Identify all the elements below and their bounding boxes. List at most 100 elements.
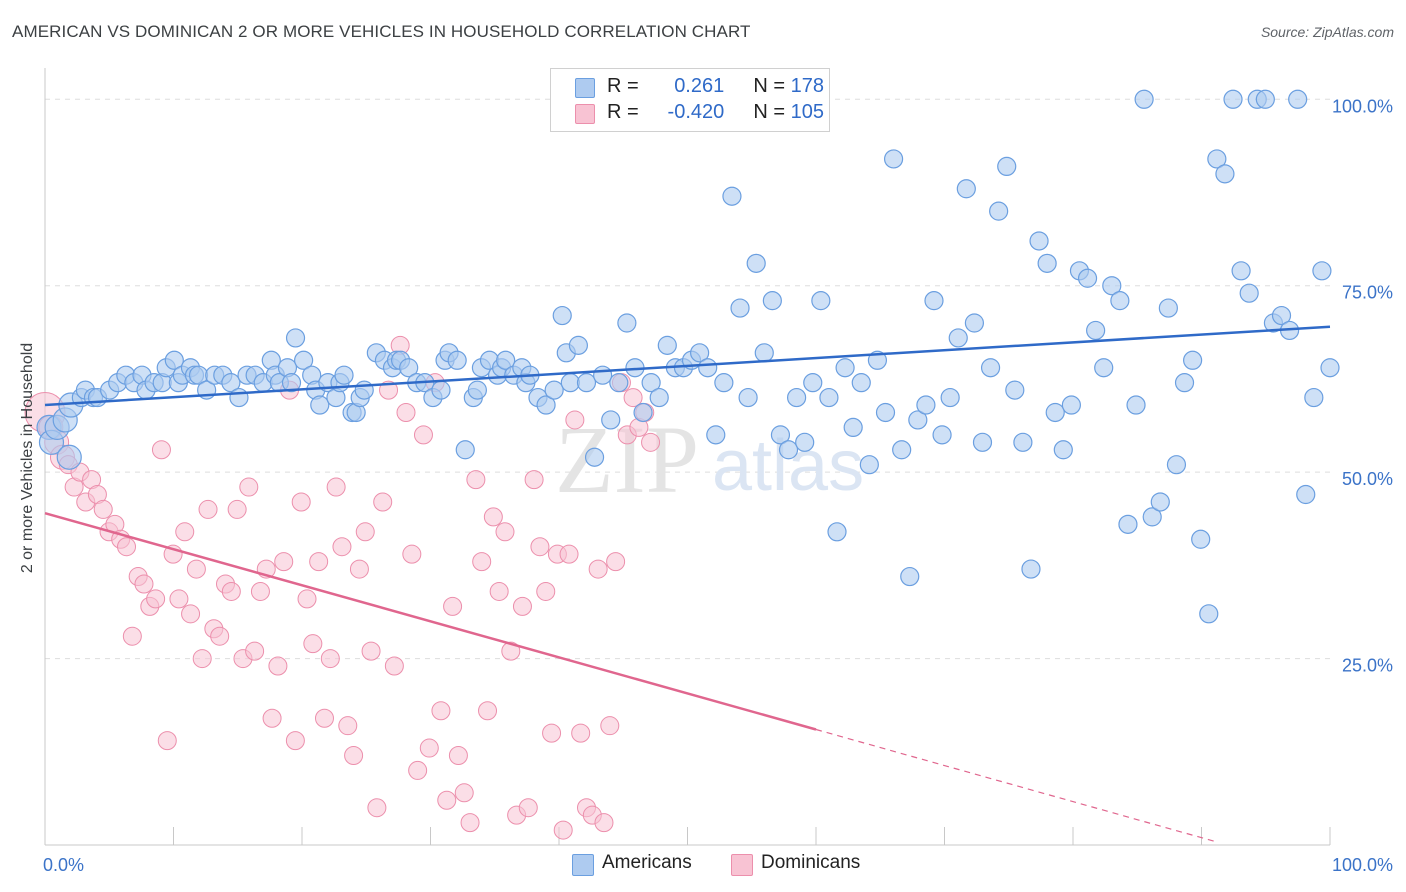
dominican-point (489, 581, 509, 601)
american-point (552, 305, 572, 326)
dominican-point (122, 626, 142, 646)
dominican-point (606, 552, 626, 572)
dominican-point (594, 813, 614, 833)
american-point (980, 358, 1001, 378)
dominican-point (309, 552, 329, 572)
dominican-point (483, 507, 503, 527)
american-point (1271, 305, 1292, 326)
american-point (1110, 291, 1130, 311)
dominicans-r-label: R = (607, 101, 639, 123)
dominican-point (495, 522, 515, 542)
american-point (989, 201, 1009, 221)
american-point (1029, 231, 1049, 251)
american-point (467, 380, 487, 400)
americans-r-label: R = (607, 75, 639, 97)
dominicans-legend-label: Dominicans (761, 852, 861, 873)
dominican-point (186, 559, 206, 579)
american-point (544, 380, 564, 400)
dominican-point (227, 499, 247, 519)
dominican-point (349, 559, 369, 579)
dominican-point (344, 746, 364, 766)
american-point (1288, 89, 1308, 109)
dominicans-n-value: 105 (790, 101, 824, 123)
american-point (972, 432, 993, 452)
american-point (892, 440, 912, 460)
american-point (584, 447, 605, 467)
dominicans-points (24, 335, 661, 840)
dominican-point (501, 641, 521, 661)
dominican-point (512, 596, 532, 616)
american-point (1231, 261, 1251, 281)
american-point (1150, 492, 1170, 512)
dominican-point (245, 641, 265, 661)
dominican-point (559, 544, 579, 564)
american-point (1142, 507, 1162, 527)
dominicans-r-value: -0.420 (667, 101, 725, 123)
correlation-legend: R = 0.261 N = 178 R = -0.420 N = 105 (550, 68, 830, 132)
dominican-point (454, 783, 474, 803)
american-point (924, 291, 944, 311)
american-point (843, 417, 863, 437)
dominican-point (93, 499, 113, 519)
dominican-point (408, 760, 428, 780)
dominican-point (291, 492, 311, 512)
dominican-point (320, 649, 340, 669)
american-point (1013, 432, 1033, 452)
dominican-point (221, 581, 241, 601)
trend-lines (44, 325, 1331, 842)
dominican-point (466, 470, 486, 490)
american-point (803, 373, 823, 393)
chart-title: AMERICAN VS DOMINICAN 2 OR MORE VEHICLES… (12, 22, 751, 41)
dominican-point (384, 656, 404, 676)
american-point (617, 313, 637, 333)
american-point (1223, 89, 1243, 109)
dominican-point (478, 701, 498, 721)
dominican-point (338, 716, 358, 736)
american-point (310, 395, 330, 415)
american-point (795, 432, 815, 452)
american-point (285, 328, 306, 348)
dominican-point (524, 470, 544, 490)
american-point (714, 373, 734, 393)
american-point (1166, 455, 1187, 475)
american-point (576, 373, 597, 393)
dominican-point (332, 537, 352, 557)
chart-source: Source: ZipAtlas.com (1260, 24, 1394, 40)
dominican-point (443, 596, 463, 616)
americans-legend-label: Americans (602, 852, 692, 873)
dominican-point (536, 581, 556, 601)
american-point (827, 522, 847, 542)
american-point (1077, 268, 1098, 288)
dominican-point (303, 634, 323, 654)
dominicans-legend-swatch (731, 854, 753, 876)
american-point (875, 402, 896, 423)
dominican-point (157, 731, 177, 751)
dominicans-swatch (575, 104, 595, 124)
dominican-point (117, 537, 137, 557)
y-tick-label: 25.0% (1342, 656, 1393, 676)
american-point (560, 373, 580, 393)
dominican-point (641, 432, 661, 452)
american-point (1215, 164, 1235, 184)
american-point (1158, 298, 1178, 318)
dominican-point (355, 522, 375, 542)
dominican-point (192, 649, 212, 669)
tick-labels: 25.0% 50.0% 75.0% 100.0% 0.0% 100.0% (43, 96, 1393, 875)
american-point (1199, 604, 1219, 624)
american-point (1296, 484, 1316, 505)
american-point (883, 149, 904, 169)
american-point (1239, 283, 1259, 303)
american-point (746, 253, 766, 273)
american-point (1191, 529, 1211, 549)
american-point (1053, 440, 1073, 460)
dominican-point (553, 820, 573, 840)
american-point (1174, 373, 1195, 393)
american-point (762, 291, 782, 311)
dominican-point (530, 537, 550, 557)
american-point (754, 343, 774, 363)
dominican-point (151, 440, 171, 460)
dominican-point (297, 589, 317, 609)
dominican-point (146, 589, 166, 609)
american-point (1320, 358, 1340, 378)
american-point (641, 373, 661, 393)
